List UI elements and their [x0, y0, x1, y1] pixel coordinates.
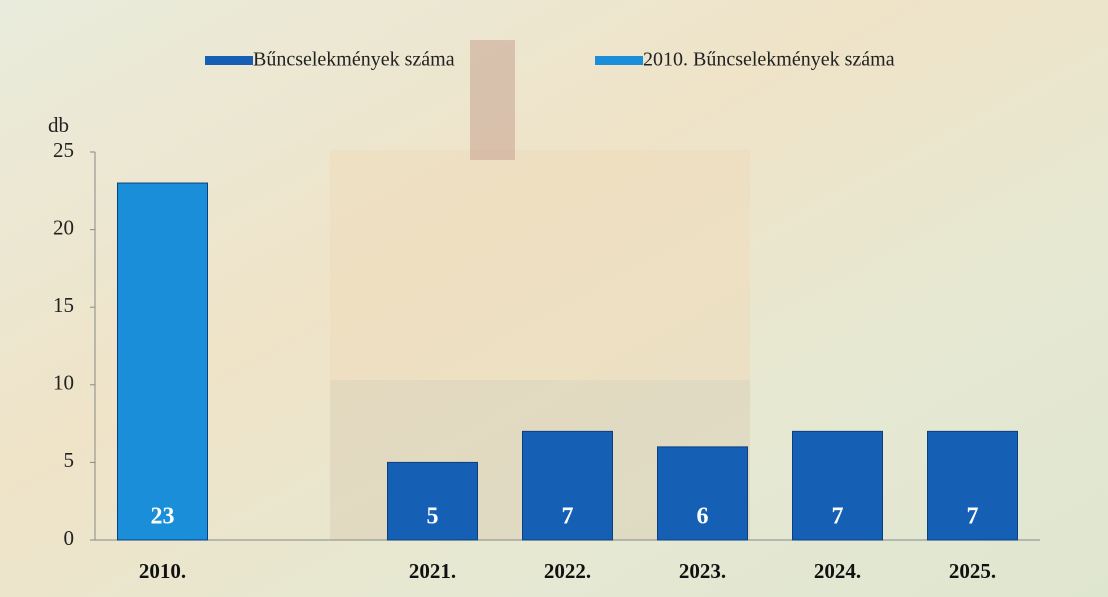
bar: [927, 430, 1018, 541]
y-tick-label: 15: [53, 293, 74, 317]
legend-label: 2010. Bűncselekmények száma: [643, 49, 895, 71]
x-tick-label: 2023.: [679, 559, 726, 583]
x-tick-label: 2021.: [409, 559, 456, 583]
x-tick-label: 2024.: [814, 559, 861, 583]
y-axis-label: db: [48, 113, 69, 137]
bar: [117, 182, 208, 541]
data-label: 23: [151, 504, 175, 530]
legend-swatch: [595, 56, 643, 65]
bar: [387, 461, 478, 541]
bar: [792, 430, 883, 541]
y-tick-label: 10: [53, 371, 74, 395]
x-tick-label: 2025.: [949, 559, 996, 583]
y-tick-label: 20: [53, 215, 74, 239]
bar: [657, 446, 748, 541]
data-label: 7: [967, 504, 979, 530]
data-label: 5: [427, 504, 439, 530]
data-label: 7: [562, 504, 574, 530]
building: [330, 150, 750, 380]
bar: [522, 430, 613, 541]
y-tick-label: 25: [53, 138, 74, 162]
data-label: 6: [697, 504, 709, 530]
x-tick-label: 2022.: [544, 559, 591, 583]
chimney: [470, 40, 515, 160]
y-tick-label: 0: [64, 526, 75, 550]
data-label: 7: [832, 504, 844, 530]
x-tick-label: 2010.: [139, 559, 186, 583]
legend-swatch: [205, 56, 253, 65]
legend-label: Bűncselekmények száma: [253, 49, 455, 71]
y-tick-label: 5: [64, 448, 75, 472]
